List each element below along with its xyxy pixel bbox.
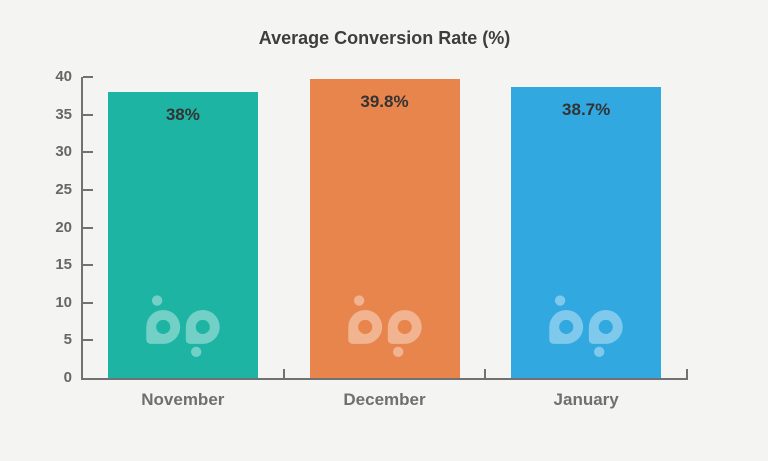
bar: 38.7% xyxy=(511,86,662,378)
x-axis-line xyxy=(81,378,688,380)
x-tick-label: December xyxy=(343,390,426,409)
y-tick-label: 20 xyxy=(55,218,72,236)
y-tick-label: 25 xyxy=(55,180,72,198)
x-tick-mark xyxy=(686,369,688,378)
y-tick-mark xyxy=(83,339,93,342)
y-tick-label: 40 xyxy=(55,68,72,85)
y-tick-label: 15 xyxy=(55,256,72,274)
y-tick-mark xyxy=(83,188,93,191)
bar-value-label: 39.8% xyxy=(360,91,409,111)
y-tick-mark xyxy=(83,226,93,229)
y-tick-label: 35 xyxy=(55,105,72,123)
bp-logo-icon xyxy=(347,295,422,358)
bar: 38% xyxy=(107,92,258,378)
bp-logo-watermark xyxy=(145,294,221,358)
bar-value-label: 38% xyxy=(165,105,200,125)
y-tick-mark xyxy=(83,76,93,78)
y-tick-label: 10 xyxy=(55,293,72,311)
bar-value-label: 38.7% xyxy=(562,99,611,119)
x-tick-label: January xyxy=(553,390,619,409)
y-tick-label: 0 xyxy=(63,369,72,386)
bp-logo-icon xyxy=(146,295,220,358)
y-tick-mark xyxy=(83,151,93,154)
bp-logo-watermark xyxy=(548,294,624,358)
x-tick-label: November xyxy=(141,390,225,409)
y-tick-label: 30 xyxy=(55,143,72,161)
y-tick-mark xyxy=(83,113,93,116)
y-tick-label: 5 xyxy=(63,331,72,349)
y-tick-mark xyxy=(83,264,93,267)
bp-logo-watermark xyxy=(347,294,423,358)
y-tick-mark xyxy=(83,301,93,304)
x-tick-mark xyxy=(282,369,285,378)
chart-title: Average Conversion Rate (%) xyxy=(258,28,511,48)
y-axis-line xyxy=(81,77,83,380)
x-tick-mark xyxy=(484,369,487,378)
bar: 39.8% xyxy=(309,78,460,378)
bp-logo-icon xyxy=(549,295,623,358)
